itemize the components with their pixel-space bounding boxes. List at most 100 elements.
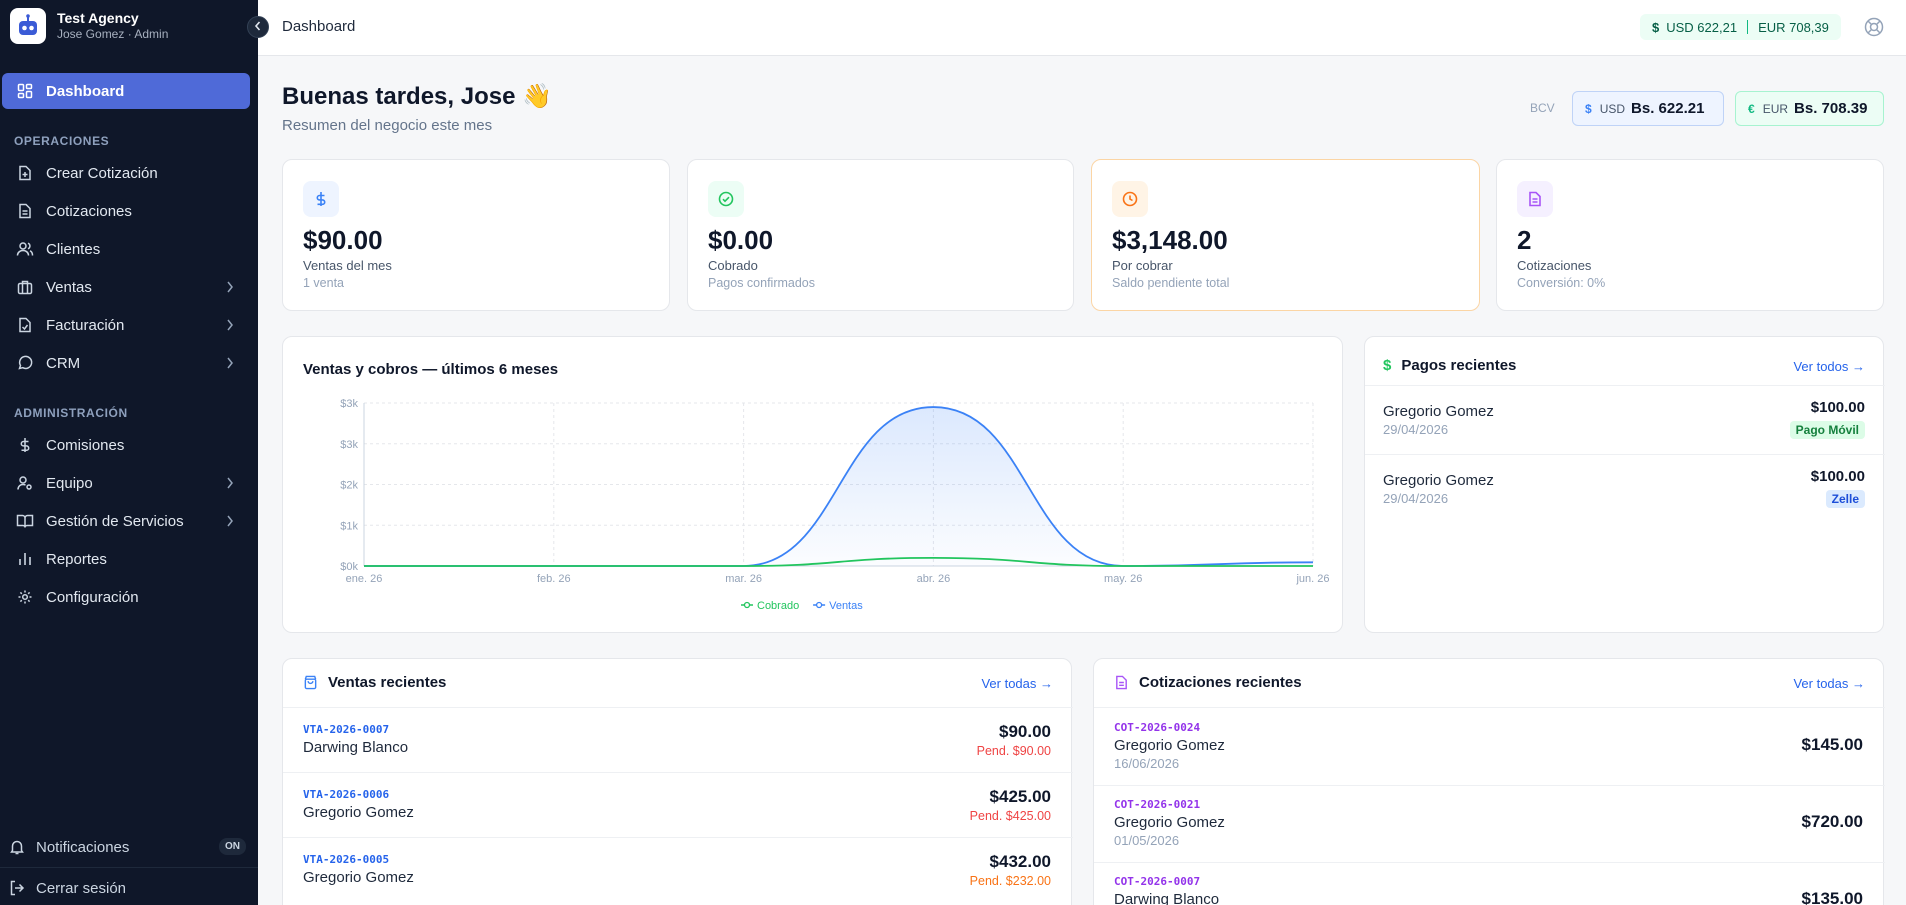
page-subtitle: Resumen del negocio este mes [282,117,493,134]
nav-comisiones-label: Comisiones [46,436,125,454]
breadcrumb: Dashboard [282,18,356,35]
stat-label: Por cobrar [1112,258,1173,273]
sidebar-collapse-button[interactable] [247,16,269,38]
y-tick-label: $3k [340,398,358,410]
robot-logo-icon [10,8,46,44]
divider [1094,707,1885,708]
venta-amount: $425.00 [989,787,1051,806]
y-tick-label: $0k [340,561,358,573]
stat-value: 2 [1517,225,1532,255]
bell-icon [8,838,26,856]
file-text-icon [16,202,34,220]
user-menu-icon[interactable] [1864,17,1884,37]
file-text-icon [1517,181,1553,217]
dashboard-grid-icon [16,82,34,100]
message-circle-icon [16,354,34,372]
stat-sub: 1 venta [303,276,345,290]
divider [1365,454,1885,455]
x-tick-label: feb. 26 [537,573,571,585]
x-tick-label: ene. 26 [346,573,383,585]
bcv-label: BCV [1530,101,1555,115]
nav-facturacion[interactable]: Facturación [2,307,250,343]
stat-label: Cotizaciones [1517,258,1592,273]
nav-gestion-servicios[interactable]: Gestión de Servicios [2,503,250,539]
nav-comisiones[interactable]: Comisiones [2,427,250,463]
brand[interactable]: Test Agency Jose Gomez · Admin [10,8,168,44]
cotizacion-client: Gregorio Gomez [1114,737,1225,754]
nav-crear-cotizacion-label: Crear Cotización [46,164,158,182]
venta-code: VTA-2026-0006 [303,788,390,801]
ver-todas-cotizaciones-link[interactable]: Ver todas → [1793,676,1865,691]
stat-card-ventas[interactable]: $90.00 Ventas del mes 1 venta [282,159,670,311]
ver-todas-ventas-link[interactable]: Ver todas → [981,676,1053,691]
cotizaciones-title-label: Cotizaciones recientes [1139,674,1302,691]
logout-button[interactable]: Cerrar sesión [0,879,258,897]
pagos-title-label: Pagos recientes [1401,357,1517,374]
ventas-title: Ventas recientes [303,674,446,691]
sidebar: Test Agency Jose Gomez · Admin Dashboard… [0,0,258,905]
nav-notificaciones[interactable]: Notificaciones ON [0,838,258,856]
nav-dashboard-label: Dashboard [46,82,125,100]
venta-pending: Pend. $232.00 [969,874,1051,888]
venta-amount: $90.00 [999,722,1051,741]
divider [283,707,1073,708]
stat-label: Ventas del mes [303,258,392,273]
chevron-right-icon [226,356,234,373]
stat-sub: Pagos confirmados [708,276,816,290]
cotizacion-code: COT-2026-0007 [1114,875,1201,888]
page-title: Buenas tardes, Jose 👋 [282,83,552,110]
legend-marker [815,601,823,609]
dollar-icon: $ [1585,101,1592,116]
nav-facturacion-label: Facturación [46,316,125,334]
user-cog-icon [16,474,34,492]
nav-clientes[interactable]: Clientes [2,231,250,267]
venta-client: Gregorio Gomez [303,804,414,821]
cobrado-line [363,556,1313,567]
cotizacion-amount: $145.00 [1801,735,1863,754]
nav-gestion-servicios-label: Gestión de Servicios [46,512,184,530]
logout-icon [8,879,26,897]
bar-chart-icon [16,550,34,568]
logout-label: Cerrar sesión [36,879,127,897]
euro-icon: € [1748,101,1755,116]
ver-todos-pagos-link[interactable]: Ver todos → [1793,359,1865,374]
stat-sub: Conversión: 0% [1517,276,1606,290]
nav-ventas[interactable]: Ventas [2,269,250,305]
chevron-left-icon [254,18,262,36]
divider [1094,862,1885,863]
venta-pending: Pend. $90.00 [976,744,1051,758]
nav-dashboard[interactable]: Dashboard [2,73,250,109]
legend-label: Cobrado [757,600,799,612]
notificaciones-on-badge[interactable]: ON [219,838,246,855]
bcv-eur-pill: € EUR Bs. 708.39 [1735,91,1884,126]
legend-marker [743,601,751,609]
payment-method-badge: Zelle [1825,490,1865,508]
stat-card-por-cobrar[interactable]: $3,148.00 Por cobrar Saldo pendiente tot… [1091,159,1480,311]
cotizacion-amount: $135.00 [1801,889,1863,905]
y-tick-label: $2k [340,480,358,492]
stat-card-cotizaciones[interactable]: 2 Cotizaciones Conversión: 0% [1496,159,1884,311]
nav-configuracion[interactable]: Configuración [2,579,250,615]
rate-separator [1747,20,1749,34]
cotizacion-date: 01/05/2026 [1114,833,1180,848]
book-open-icon [16,512,34,530]
usd-value: Bs. 622.21 [1631,100,1705,117]
venta-client: Darwing Blanco [303,739,409,756]
sales-chart: $0k $1k $2k $3k $3k ene. 26 feb. 26 mar. 26 abr.… [340,398,1329,612]
ventas-recientes-card: Ventas recientes Ver todas → VTA-2026-00… [282,658,1073,905]
pago-name: Gregorio Gomez [1383,472,1494,489]
divider [1094,785,1885,786]
pagos-title: $ Pagos recientes [1383,357,1516,374]
y-tick-label: $3k [340,439,358,451]
chevron-right-icon [226,318,234,335]
nav-crm[interactable]: CRM [2,345,250,381]
nav-reportes[interactable]: Reportes [2,541,250,577]
exchange-rate-pill[interactable]: $ USD 622,21 EUR 708,39 [1640,14,1841,40]
nav-cotizaciones[interactable]: Cotizaciones [2,193,250,229]
pago-amount: $100.00 [1810,399,1865,416]
nav-crear-cotizacion[interactable]: Crear Cotización [2,155,250,191]
nav-equipo[interactable]: Equipo [2,465,250,501]
stat-card-cobrado[interactable]: $0.00 Cobrado Pagos confirmados [687,159,1074,311]
eur-label: EUR [1762,101,1789,116]
settings-gear-icon [16,588,34,606]
